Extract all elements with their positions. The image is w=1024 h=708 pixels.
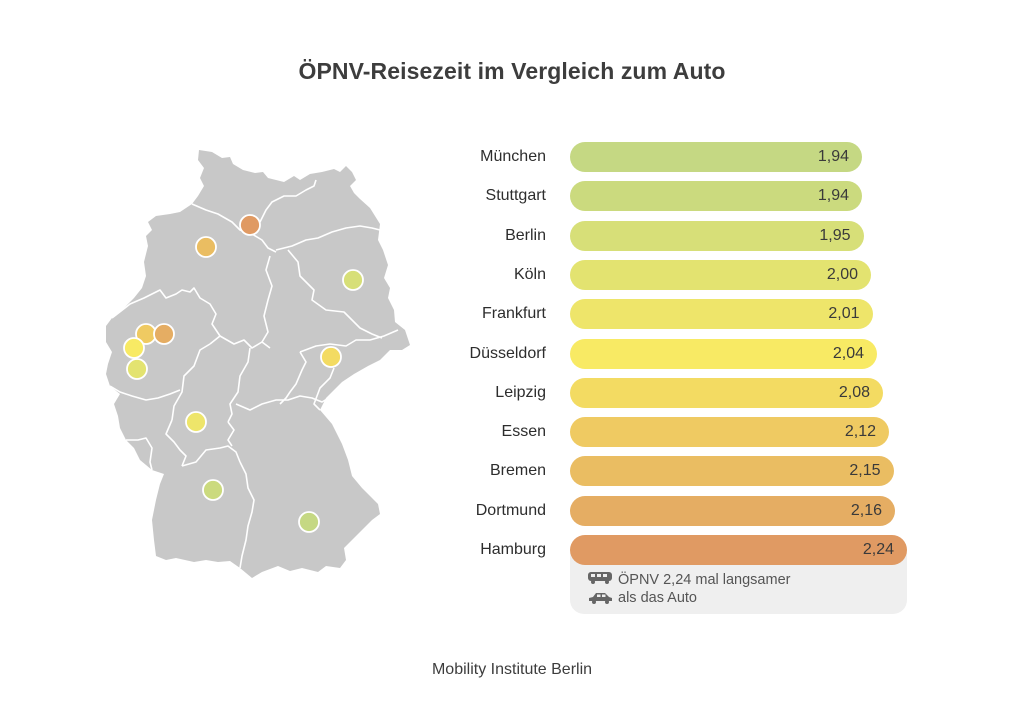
bar-value-label: 2,24 xyxy=(862,541,894,558)
bar: 2,01 xyxy=(570,299,873,330)
bar-value-label: 2,08 xyxy=(838,383,870,401)
bar: 1,94 xyxy=(570,181,862,212)
border-th-by xyxy=(235,395,333,411)
bar-value-label: 2,04 xyxy=(832,344,864,362)
border-rp-sl xyxy=(126,437,153,471)
border-th-sn xyxy=(279,351,307,405)
bar-value-label: 2,12 xyxy=(844,423,876,441)
border-nrw-he xyxy=(171,343,211,421)
germany-country-shape xyxy=(106,150,410,578)
legend-text-line2: als das Auto xyxy=(618,590,697,606)
city-dot: Stuttgart xyxy=(202,479,224,501)
city-dot: Hamburg xyxy=(239,214,261,236)
city-dots: HamburgBremenBerlinEssenDortmundDüsseldo… xyxy=(123,214,364,533)
germany-map: HamburgBremenBerlinEssenDortmundDüsseldo… xyxy=(106,150,410,578)
legend-box: ÖPNV 2,24 mal langsamer als das Auto xyxy=(570,553,907,614)
city-dot: Köln xyxy=(126,358,148,380)
city-dot: München xyxy=(298,511,320,533)
border-mv-bb xyxy=(275,225,381,251)
border-rp-he xyxy=(165,419,187,467)
city-dot: Dortmund xyxy=(153,323,175,345)
border-sh-ni xyxy=(191,203,277,253)
border-ni-nrw xyxy=(111,287,221,345)
bar: 2,00 xyxy=(570,259,871,290)
bar: 2,16 xyxy=(570,495,895,526)
bar-value-label: 2,01 xyxy=(828,305,860,323)
border-st-bb xyxy=(287,249,383,339)
bar-value-label: 1,94 xyxy=(817,148,849,165)
city-dot: Leipzig xyxy=(320,346,342,368)
city-dot: Bremen xyxy=(195,236,217,258)
bar-value-label: 1,94 xyxy=(817,187,849,205)
bar: 1,94 xyxy=(570,142,862,172)
border-sh-mv xyxy=(259,179,317,223)
city-dot: Berlin xyxy=(342,269,364,291)
city-dot: Düsseldorf xyxy=(123,337,145,359)
bar: 1,95 xyxy=(570,220,864,251)
border-he-th xyxy=(227,347,251,423)
bar-value-label: 2,16 xyxy=(850,501,882,519)
border-bw-by xyxy=(239,461,255,569)
bar: 2,15 xyxy=(570,456,894,487)
source-footer: Mobility Institute Berlin xyxy=(431,661,593,678)
border-ni-st xyxy=(261,255,273,343)
border-st-sn xyxy=(299,329,399,353)
state-borders xyxy=(109,179,399,569)
bar: 2,04 xyxy=(570,338,877,369)
bar: 2,08 xyxy=(570,377,883,408)
bar-value-label: 2,15 xyxy=(849,462,881,480)
bus-icon xyxy=(587,571,613,590)
border-sn-by xyxy=(313,367,335,411)
legend-text-line1: ÖPNV 2,24 mal langsamer xyxy=(618,572,791,588)
chart-title: ÖPNV-Reisezeit im Vergleich zum Auto xyxy=(298,58,726,84)
city-dot: Frankfurt xyxy=(185,411,207,433)
germany-outline xyxy=(106,150,410,578)
car-icon xyxy=(587,591,613,610)
border-ni-he xyxy=(219,335,271,349)
bar: 2,24 xyxy=(570,535,907,565)
border-he-by xyxy=(227,421,235,447)
bar: 2,12 xyxy=(570,417,889,448)
bar-value-label: 2,00 xyxy=(826,265,858,283)
border-he-bw xyxy=(181,445,241,467)
border-nrw-rp xyxy=(109,385,181,401)
bar-value-label: 1,95 xyxy=(819,226,851,244)
